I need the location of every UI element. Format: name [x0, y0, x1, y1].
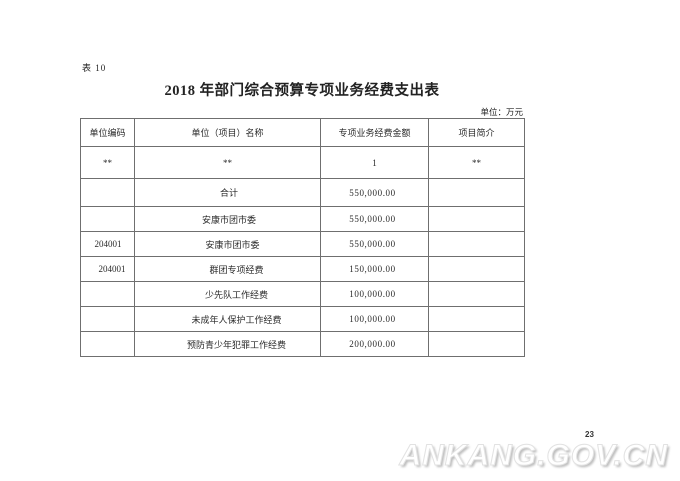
- cell-code: [80, 206, 135, 232]
- table-row: 合计 550,000.00: [80, 178, 525, 207]
- col-header-unit-code: 单位编码: [80, 118, 135, 147]
- cell-name: 少先队工作经费: [134, 281, 321, 307]
- cell-name: 预防青少年犯罪工作经费: [134, 331, 321, 357]
- cell-intro: [428, 281, 525, 307]
- cell-intro: [428, 256, 525, 282]
- cell-intro: [428, 331, 525, 357]
- cell-intro: [428, 231, 525, 257]
- cell-amount: 150,000.00: [320, 256, 429, 282]
- cell-amount: 550,000.00: [320, 178, 429, 207]
- cell-amount: 100,000.00: [320, 281, 429, 307]
- cell-code: 204001: [80, 231, 135, 257]
- table-row: 预防青少年犯罪工作经费 200,000.00: [80, 331, 525, 357]
- cell-code: [80, 331, 135, 357]
- cell-amount: 550,000.00: [320, 206, 429, 232]
- page-number: 23: [585, 430, 594, 439]
- table-header-row: 单位编码 单位（项目）名称 专项业务经费金额 项目简介: [80, 118, 525, 147]
- table-row: 204001 群团专项经费 150,000.00: [80, 256, 525, 282]
- cell-amount: 200,000.00: [320, 331, 429, 357]
- cell-code: [80, 178, 135, 207]
- subheader-cell: **: [80, 146, 135, 179]
- cell-code: [80, 306, 135, 332]
- subheader-cell: **: [134, 146, 321, 179]
- table-row: 未成年人保护工作经费 100,000.00: [80, 306, 525, 332]
- cell-intro: [428, 306, 525, 332]
- unit-note: 单位：万元: [480, 107, 523, 117]
- col-header-special-expense-amount: 专项业务经费金额: [320, 118, 429, 147]
- table-subheader-row: ** ** 1 **: [80, 146, 525, 179]
- col-header-project-intro: 项目简介: [428, 118, 525, 147]
- cell-name: 合计: [134, 178, 321, 207]
- cell-name: 未成年人保护工作经费: [134, 306, 321, 332]
- cell-name: 安康市团市委: [134, 206, 321, 232]
- cell-code: [80, 281, 135, 307]
- table-row: 204001 安康市团市委 550,000.00: [80, 231, 525, 257]
- cell-name: 群团专项经费: [134, 256, 321, 282]
- watermark: ANKANG.GOV.CN: [399, 439, 668, 473]
- subheader-cell: **: [428, 146, 525, 179]
- cell-code: 204001: [80, 256, 135, 282]
- table-number-label: 表 10: [82, 63, 107, 73]
- page-title: 2018 年部门综合预算专项业务经费支出表: [164, 83, 440, 99]
- table-row: 安康市团市委 550,000.00: [80, 206, 525, 232]
- document-content: 表 10 2018 年部门综合预算专项业务经费支出表 单位：万元 单位编码 单位…: [80, 0, 525, 481]
- subheader-cell: 1: [320, 146, 429, 179]
- cell-intro: [428, 206, 525, 232]
- table-row: 少先队工作经费 100,000.00: [80, 281, 525, 307]
- cell-intro: [428, 178, 525, 207]
- budget-table: 单位编码 单位（项目）名称 专项业务经费金额 项目简介 ** ** 1 ** 合…: [80, 118, 525, 357]
- cell-amount: 550,000.00: [320, 231, 429, 257]
- cell-amount: 100,000.00: [320, 306, 429, 332]
- col-header-unit-project-name: 单位（项目）名称: [134, 118, 321, 147]
- cell-name: 安康市团市委: [134, 231, 321, 257]
